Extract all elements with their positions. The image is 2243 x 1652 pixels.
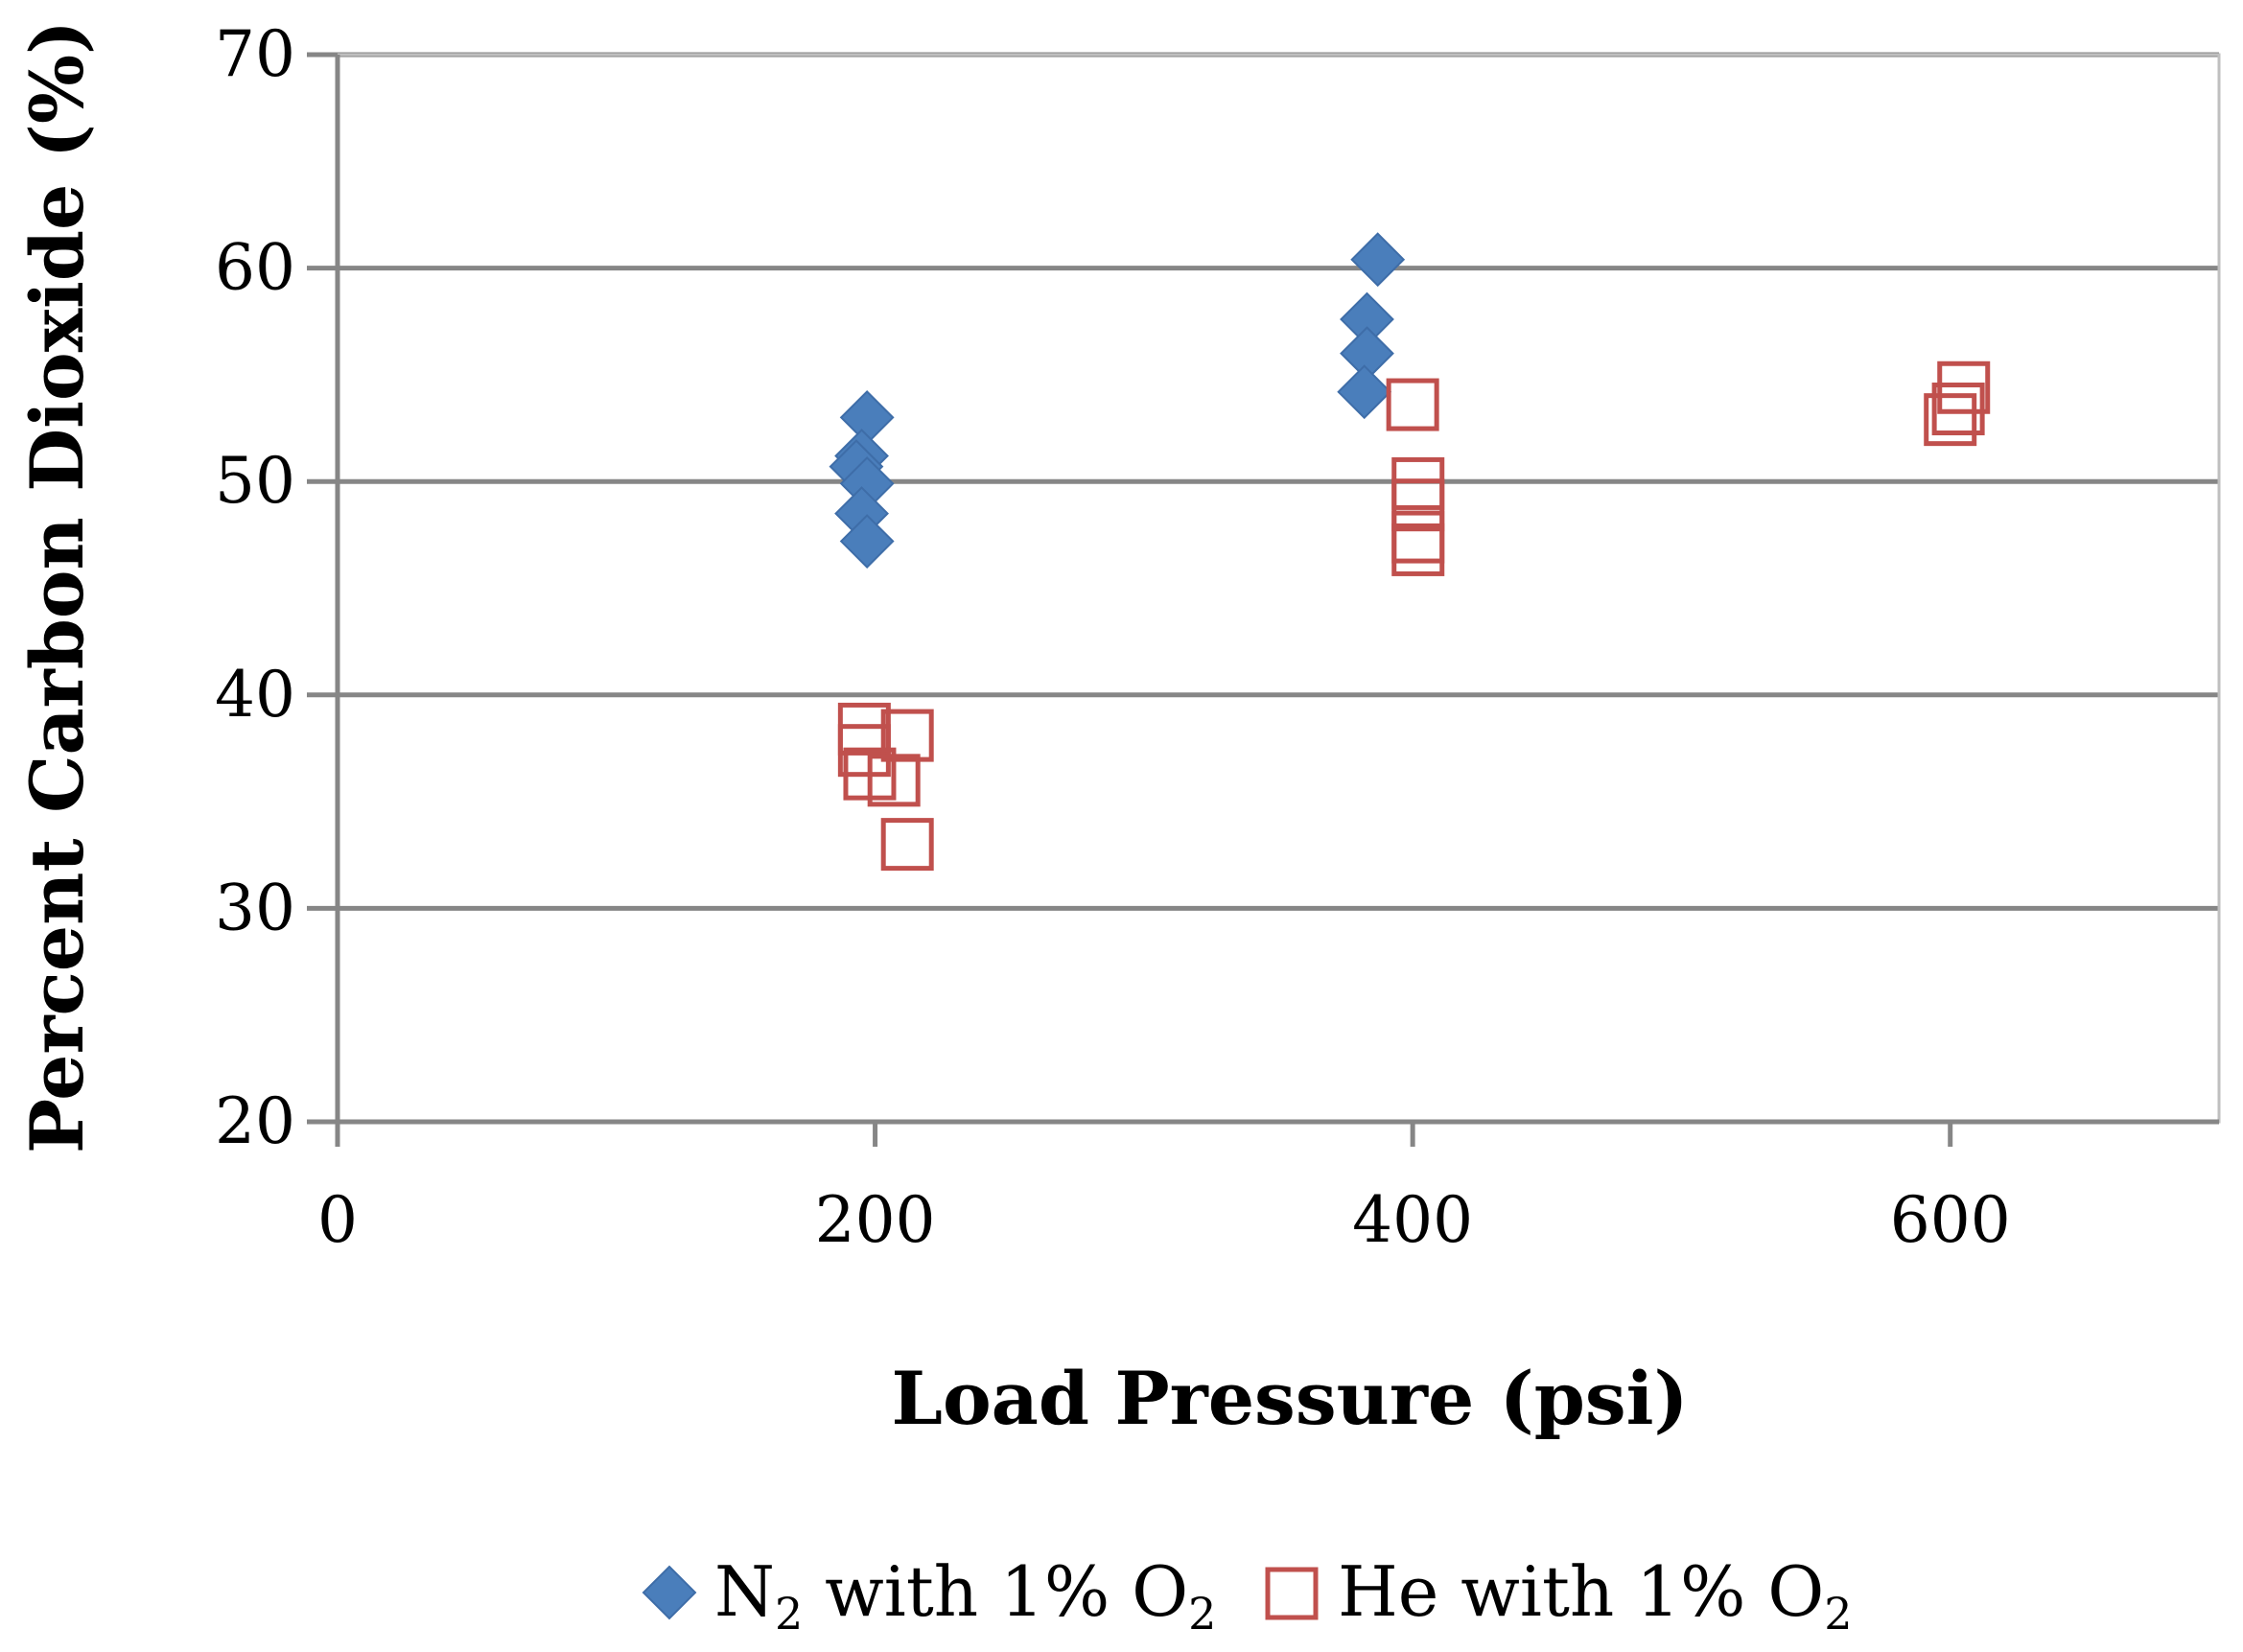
data-point-he [1931,383,1985,436]
data-point-he [1391,510,1445,564]
legend-label-n2-part: N [714,1551,775,1632]
y-tick-label: 50 [215,444,295,518]
legend-label-n2-part: with 1% O [803,1551,1188,1632]
data-point-he [880,818,934,872]
data-point-he [1391,478,1445,532]
axes: 20 30 40 50 60 70 0 200 400 600 [215,17,2219,1257]
data-points [829,232,1991,872]
x-tick-label: 600 [1890,1183,2011,1257]
legend-label-he-subscript: 2 [1824,1588,1852,1640]
data-point-n2 [1350,232,1406,288]
x-tick-label: 200 [815,1183,936,1257]
legend-item-n2: N2 with 1% O2 [642,1551,1216,1640]
y-tick-label: 40 [215,658,295,732]
y-axis-title: Percent Carbon Dioxide (%) [14,20,100,1153]
legend-label-n2: N2 with 1% O2 [714,1551,1216,1640]
x-tick-label: 400 [1352,1183,1473,1257]
y-tick-label: 70 [215,17,295,91]
legend-label-n2-subscript: 2 [1188,1588,1216,1640]
gridlines [338,52,2219,911]
data-point-he [1937,361,1991,414]
y-tick-label: 30 [215,871,295,944]
data-point-he [867,754,921,807]
x-axis-title: Load Pressure (psi) [892,1356,1689,1441]
x-tick-label: 0 [317,1183,358,1257]
legend-marker-square [1265,1567,1319,1620]
plot-area-frame [336,53,2221,1124]
legend: N2 with 1% O2 He with 1% O2 [642,1551,1853,1640]
y-tick-label: 60 [215,231,295,305]
legend-label-he-part: He with 1% O [1338,1551,1824,1632]
data-point-he [1391,523,1445,576]
legend-item-he: He with 1% O2 [1265,1551,1853,1640]
data-point-n2 [1337,364,1392,420]
data-point-n2 [839,514,895,569]
legend-label-he: He with 1% O2 [1338,1551,1853,1640]
data-point-he [1386,378,1439,431]
legend-label-n2-subscript: 2 [775,1588,803,1640]
legend-marker-diamond [642,1565,697,1620]
data-point-he [1924,393,1977,447]
y-tick-label: 20 [215,1084,295,1158]
data-point-he [880,709,934,762]
